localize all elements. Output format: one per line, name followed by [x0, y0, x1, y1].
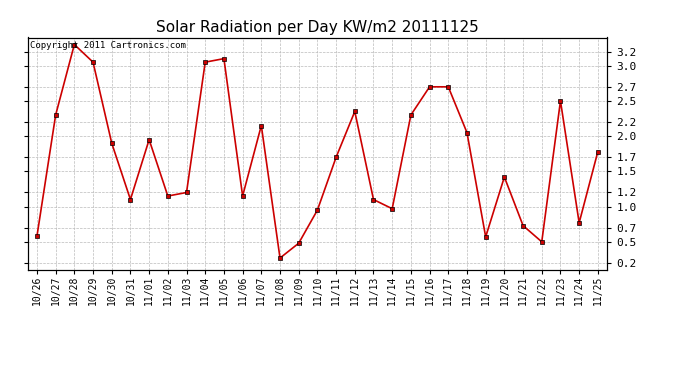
Text: Copyright 2011 Cartronics.com: Copyright 2011 Cartronics.com	[30, 41, 186, 50]
Title: Solar Radiation per Day KW/m2 20111125: Solar Radiation per Day KW/m2 20111125	[156, 20, 479, 35]
